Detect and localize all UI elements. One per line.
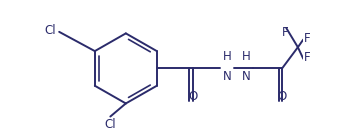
Text: Cl: Cl: [44, 24, 56, 37]
Text: O: O: [189, 90, 198, 103]
Text: O: O: [278, 90, 287, 103]
Text: H: H: [223, 50, 232, 63]
Text: Cl: Cl: [104, 118, 116, 131]
Text: N: N: [223, 70, 232, 83]
Text: F: F: [281, 26, 288, 39]
Text: F: F: [304, 32, 311, 45]
Text: H: H: [242, 50, 250, 63]
Text: F: F: [304, 51, 311, 64]
Text: N: N: [242, 70, 250, 83]
